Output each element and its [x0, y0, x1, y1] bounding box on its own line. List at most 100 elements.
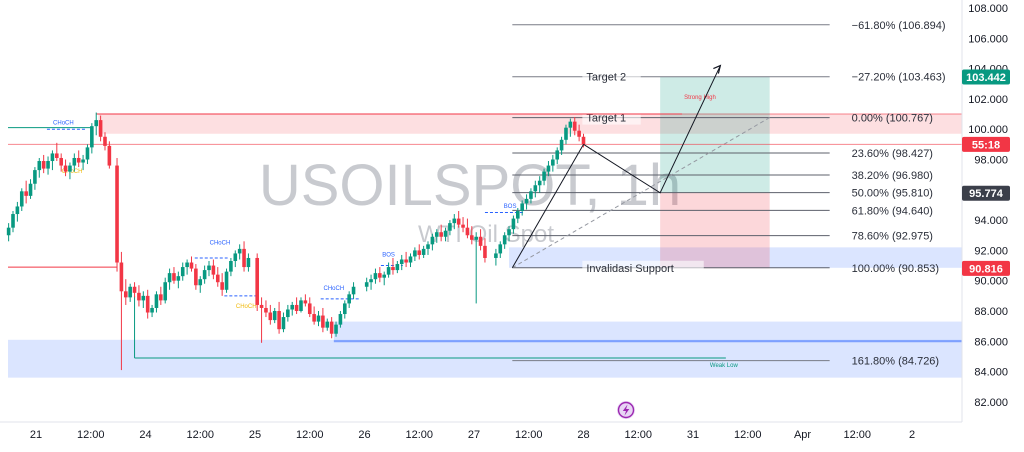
- x-tick-label: 21: [30, 429, 42, 441]
- price-tags-layer: 103.442 55:18 95.774 90.816: [962, 69, 1010, 276]
- candle-body: [233, 253, 238, 262]
- candle-body: [391, 267, 395, 271]
- fib-level-label: 0.00% (100.767): [852, 113, 933, 125]
- candle-body: [395, 264, 400, 271]
- candle-body: [338, 314, 343, 325]
- candle-body: [456, 218, 461, 225]
- watermark-symbol: USOILSPOT, 1h: [259, 153, 681, 218]
- candle-body: [123, 291, 128, 298]
- candle-body: [163, 282, 168, 301]
- x-tick-label: 2: [909, 429, 915, 441]
- candle-body: [364, 282, 369, 287]
- candle-body: [408, 256, 413, 263]
- x-tick-label: 12:00: [843, 429, 871, 441]
- candle-body: [172, 273, 176, 281]
- structure-label: CHoCH: [62, 169, 83, 175]
- fib-level-label: 38.20% (96.980): [852, 170, 933, 182]
- candle-body: [272, 311, 277, 321]
- structure-label: CHoCH: [324, 286, 345, 292]
- candle-body: [46, 161, 50, 169]
- flash-icon[interactable]: [617, 401, 635, 419]
- candle-body: [382, 274, 387, 278]
- candle-body: [85, 147, 90, 160]
- candle-body: [334, 324, 338, 334]
- candle-body: [439, 232, 443, 237]
- y-tick-label: 94.000: [974, 215, 1008, 227]
- price-tag-label: 55:18: [972, 139, 1000, 151]
- y-tick-label: 108.000: [968, 3, 1008, 15]
- price-tag: [962, 185, 1010, 201]
- supply-zone: [98, 114, 963, 134]
- candle-body: [11, 214, 15, 228]
- candle-body: [246, 257, 251, 268]
- x-tick-label: 24: [139, 429, 151, 441]
- candle-body: [141, 295, 146, 301]
- candle-body: [351, 286, 356, 295]
- candle-body: [559, 139, 564, 151]
- candle-body: [215, 274, 220, 283]
- candle-body: [202, 270, 207, 280]
- x-tick-label: 25: [249, 429, 261, 441]
- fib-level-label: 61.80% (94.640): [852, 205, 933, 217]
- x-tick-label: Apr: [794, 429, 811, 441]
- projection-drawings[interactable]: [511, 64, 722, 269]
- candle-body: [132, 286, 137, 293]
- demand-zone-lower: [8, 339, 962, 378]
- candle-body: [417, 250, 422, 255]
- fib-level-label: 50.00% (95.810): [852, 188, 933, 200]
- candle-body: [28, 183, 33, 196]
- x-tick-label: 27: [468, 429, 480, 441]
- zones-layer: [8, 76, 963, 378]
- projection-arrowhead: [713, 64, 722, 74]
- candle-body: [68, 165, 72, 172]
- candle-body: [37, 161, 42, 171]
- price-tag-label: 95.774: [969, 188, 1004, 200]
- candle-body: [76, 157, 81, 163]
- candle-body: [103, 136, 107, 146]
- candle-body: [307, 303, 312, 315]
- x-tick-label: 12:00: [186, 429, 214, 441]
- structure-label: BOS: [504, 204, 517, 210]
- candle-body: [369, 279, 373, 283]
- candle-body: [474, 236, 478, 240]
- x-tick-label: 12:00: [296, 429, 324, 441]
- candle-body: [176, 276, 181, 281]
- projection-path: [583, 65, 721, 194]
- candle-body: [399, 259, 404, 265]
- candle-body: [128, 286, 132, 298]
- candle-body: [524, 198, 529, 204]
- price-tag: [962, 260, 1010, 276]
- y-tick-label: 90.000: [974, 276, 1008, 288]
- candle-body: [294, 304, 299, 311]
- candle-body: [329, 321, 334, 334]
- structure-label: CHoCH: [53, 121, 74, 127]
- candle-body: [59, 157, 63, 166]
- candle-body: [572, 121, 577, 131]
- candle-body: [220, 282, 224, 290]
- candle-body: [6, 227, 11, 236]
- candle-body: [63, 165, 68, 172]
- price-tag-label: 103.442: [966, 72, 1006, 84]
- candle-body: [115, 165, 119, 263]
- candle-body: [24, 191, 28, 196]
- candle-body: [551, 159, 555, 166]
- y-tick-label: 98.000: [974, 155, 1008, 167]
- candle-body: [542, 171, 546, 181]
- candle-body: [159, 294, 163, 301]
- candle-body: [15, 206, 20, 215]
- candle-body: [81, 159, 85, 163]
- candle-body: [342, 303, 347, 315]
- fibonacci-retracement[interactable]: −61.80% (106.894) −27.20% (103.463) 0.00% …: [512, 20, 946, 368]
- candle-body: [207, 265, 211, 271]
- candle-body: [72, 157, 77, 166]
- candle-body: [286, 309, 290, 318]
- weak-low-label: Weak Low: [710, 363, 739, 369]
- candle-body: [533, 185, 538, 192]
- candle-body: [470, 235, 474, 240]
- candle-body: [529, 191, 533, 199]
- candle-body: [321, 315, 325, 328]
- candle-body: [277, 311, 281, 330]
- candle-body: [198, 279, 203, 286]
- candle-body: [443, 230, 448, 237]
